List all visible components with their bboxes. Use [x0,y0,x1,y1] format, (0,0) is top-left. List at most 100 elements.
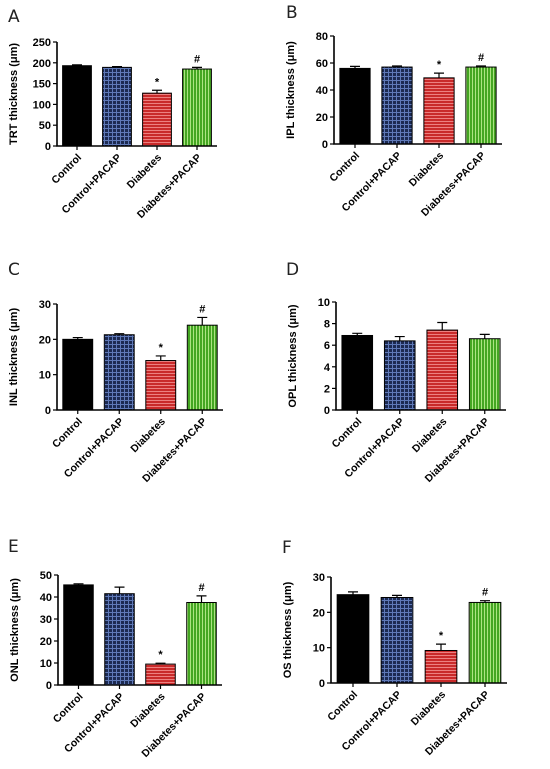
axis-lines [56,304,223,411]
x-tick-label: Control [49,152,84,187]
error-bar [114,586,125,594]
y-tick-label: 2 [324,383,330,395]
y-tick-label: 30 [313,572,325,584]
y-tick-label: 60 [316,58,328,70]
panel-letter: C [8,260,20,280]
error-bar [72,64,82,66]
y-tick-label: 0 [322,139,328,151]
y-tick-label: 30 [40,614,52,626]
x-tick-label: Diabetes [407,150,447,190]
bar [341,334,374,411]
y-axis-label: OS thickness (μm) [282,581,294,678]
significance-marker: # [478,52,484,64]
bar [186,602,217,686]
y-tick-label: 6 [324,340,330,352]
error-bar [350,65,360,69]
bar [63,584,94,686]
significance-marker: * [158,649,163,661]
axis-lines [57,575,222,686]
bar [423,77,455,145]
bar [62,338,94,411]
axis-lines [330,577,507,684]
x-tick-label: Control [50,416,85,451]
significance-marker: * [155,76,160,88]
bar [465,66,497,145]
significance-marker: * [437,59,442,71]
significance-marker: * [159,342,164,354]
y-axis-label: ONL thickness (μm) [9,578,21,682]
axis-lines [333,36,502,145]
error-bar [196,595,207,603]
bar [103,334,135,411]
y-tick-label: 0 [324,405,330,417]
axis-lines [56,42,217,147]
error-bar [394,335,405,341]
y-tick-label: 50 [39,120,51,132]
bar [383,340,416,411]
error-bar [152,89,162,94]
bar [426,329,459,411]
error-bar [72,336,83,340]
x-tick-label: Control [327,150,362,185]
y-tick-label: 20 [39,334,51,346]
error-bar [434,72,444,78]
x-tick-label: Diabetes [409,689,449,729]
error-bar [436,643,446,651]
bar [102,66,132,147]
y-axis-label: IPL thickness (μm) [285,41,297,139]
bar [468,601,502,684]
panel-f: FOS thickness (μm)0102030ControlControl+… [282,538,507,758]
error-bar [197,316,208,326]
y-tick-label: 80 [316,31,328,43]
error-bar [155,662,166,665]
y-tick-label: 200 [33,58,51,70]
y-tick-label: 20 [40,636,52,648]
y-tick-label: 10 [318,297,330,309]
axis-lines [335,302,506,411]
bar [381,66,413,145]
bar [62,65,92,147]
bar [336,594,370,684]
bar [145,360,177,411]
y-axis-label: OPL thickness (μm) [287,304,299,407]
error-bar [479,333,490,339]
panel-letter: A [8,7,20,27]
y-tick-label: 100 [33,99,51,111]
bar [424,649,458,684]
bar [145,663,176,686]
y-tick-label: 40 [316,85,328,97]
bar [182,68,212,147]
bar [468,338,501,411]
y-tick-label: 40 [40,592,52,604]
y-tick-label: 10 [39,370,51,382]
significance-marker: # [199,303,205,315]
y-tick-label: 20 [316,112,328,124]
significance-marker: * [439,630,444,642]
x-tick-label: Control [325,689,360,724]
panel-letter: E [8,537,19,557]
x-tick-label: Control [51,691,86,726]
y-tick-label: 20 [313,607,325,619]
error-bar [192,66,202,70]
y-tick-label: 250 [33,37,51,49]
x-tick-label: Diabetes [128,416,168,456]
error-bar [476,65,486,68]
y-tick-label: 0 [319,678,325,690]
error-bar [392,594,402,598]
error-bar [114,333,125,335]
bar [104,593,135,686]
error-bar [348,591,358,595]
x-tick-label: Diabetes [125,152,165,192]
y-tick-label: 50 [40,570,52,582]
y-tick-label: 150 [33,79,51,91]
bar [380,596,414,684]
panel-letter: D [286,260,299,280]
y-tick-label: 4 [324,362,331,374]
error-bar [437,321,448,331]
significance-marker: # [482,587,488,599]
